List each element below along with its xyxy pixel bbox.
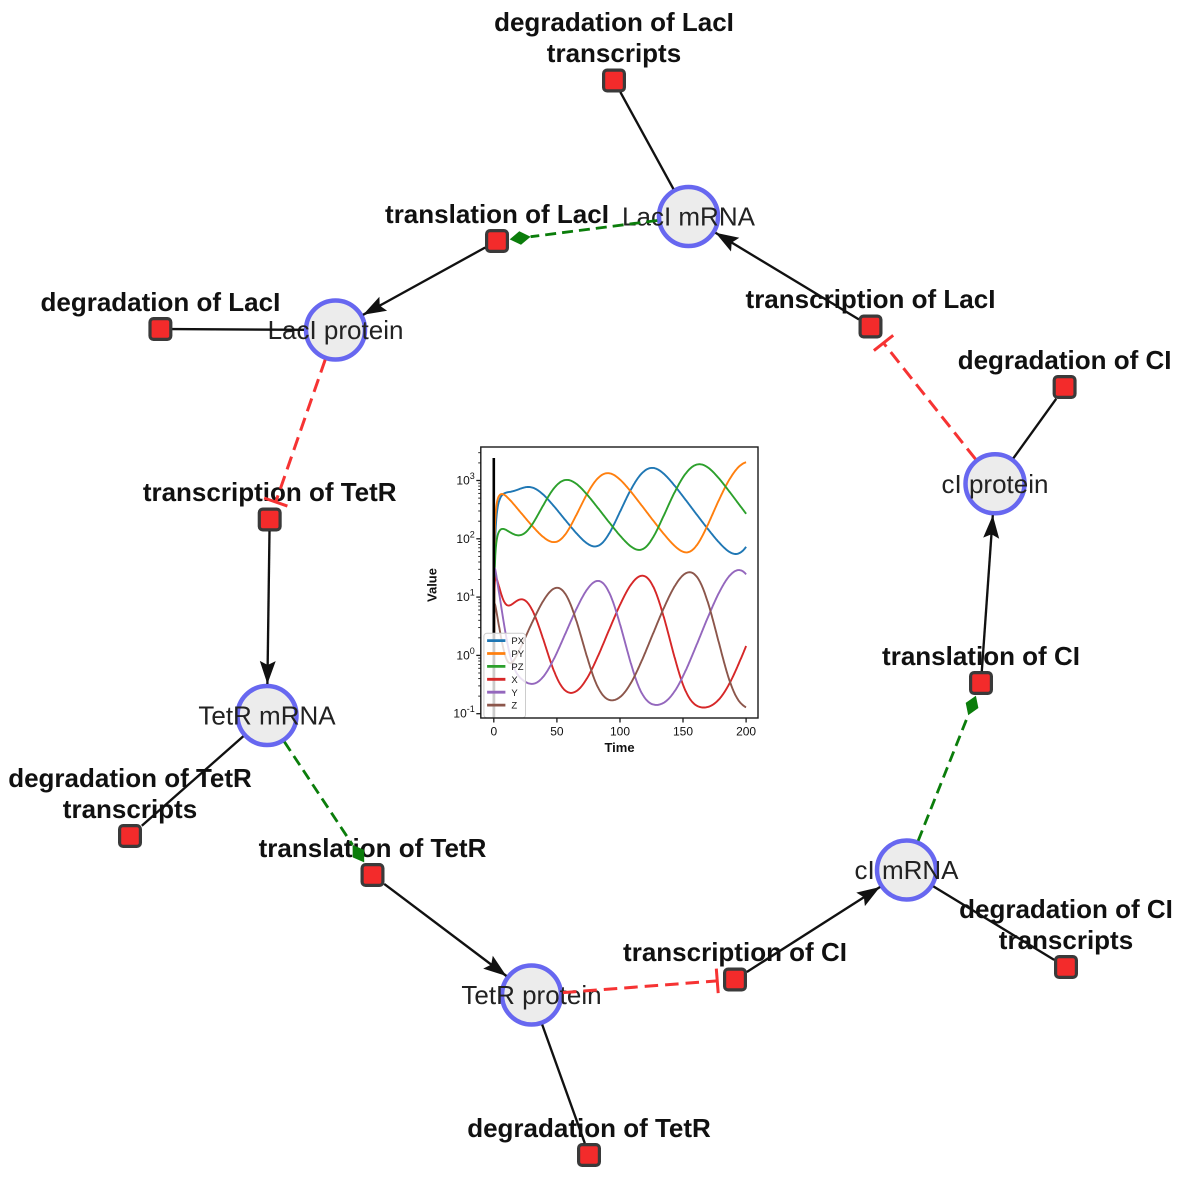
svg-text:0: 0 xyxy=(490,725,497,739)
svg-text:Value: Value xyxy=(425,568,440,602)
svg-text:cI protein: cI protein xyxy=(942,469,1049,499)
svg-text:translation of LacI: translation of LacI xyxy=(385,199,609,229)
svg-text:PY: PY xyxy=(511,649,524,660)
svg-text:degradation of CI: degradation of CI xyxy=(958,345,1172,375)
svg-text:degradation of LacI: degradation of LacI xyxy=(494,7,734,37)
svg-text:TetR protein: TetR protein xyxy=(461,980,601,1010)
svg-text:translation of TetR: translation of TetR xyxy=(259,833,487,863)
svg-text:transcription of LacI: transcription of LacI xyxy=(746,284,996,314)
svg-text:PZ: PZ xyxy=(511,662,523,673)
svg-text:LacI mRNA: LacI mRNA xyxy=(622,202,756,232)
svg-text:100: 100 xyxy=(610,725,630,739)
svg-text:X: X xyxy=(511,675,518,686)
svg-text:Y: Y xyxy=(511,688,518,699)
svg-text:50: 50 xyxy=(550,725,564,739)
svg-text:transcription of TetR: transcription of TetR xyxy=(143,477,397,507)
svg-text:translation of CI: translation of CI xyxy=(882,641,1080,671)
svg-text:200: 200 xyxy=(736,725,756,739)
svg-text:degradation of LacI: degradation of LacI xyxy=(40,287,280,317)
svg-text:Z: Z xyxy=(511,701,517,712)
svg-text:degradation of TetR: degradation of TetR xyxy=(467,1113,711,1143)
svg-text:degradation of CI: degradation of CI xyxy=(959,894,1173,924)
svg-text:transcripts: transcripts xyxy=(547,38,681,68)
svg-text:PX: PX xyxy=(511,636,524,647)
svg-text:cI mRNA: cI mRNA xyxy=(855,855,960,885)
svg-text:TetR mRNA: TetR mRNA xyxy=(198,701,336,731)
svg-text:transcripts: transcripts xyxy=(63,794,197,824)
svg-text:150: 150 xyxy=(673,725,693,739)
svg-text:degradation of TetR: degradation of TetR xyxy=(8,763,252,793)
svg-text:transcription of CI: transcription of CI xyxy=(623,937,847,967)
svg-text:Time: Time xyxy=(604,740,634,755)
